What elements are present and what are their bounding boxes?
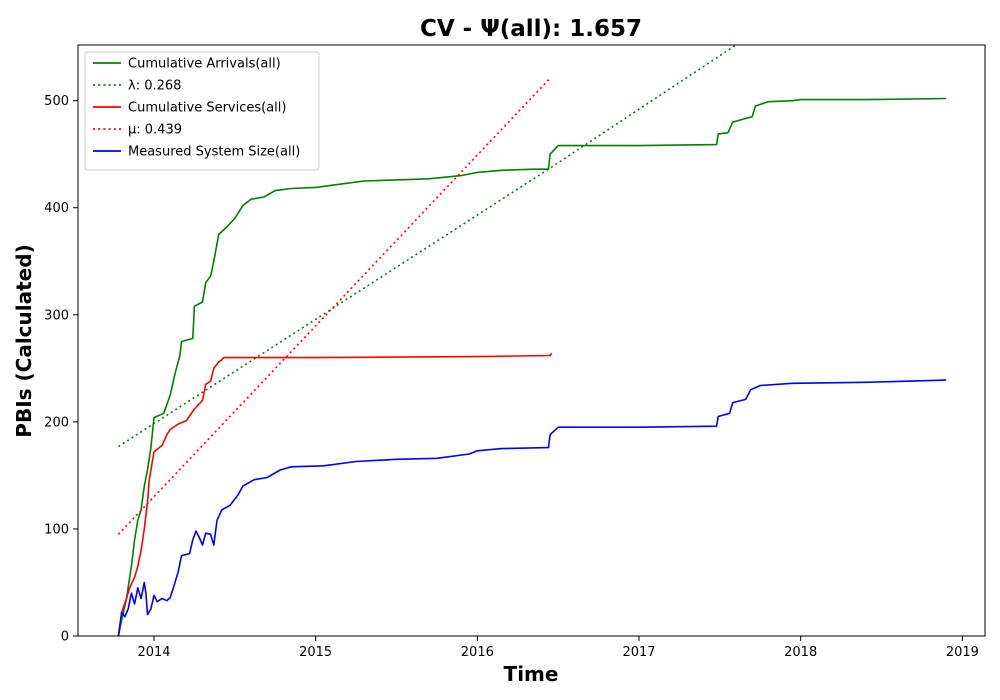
- series-line-2: [117, 45, 737, 448]
- y-tick-label: 500: [44, 94, 69, 109]
- x-axis-title: Time: [504, 662, 559, 686]
- series-layer: [117, 45, 947, 636]
- x-axis-ticks: 2014 2015 2016 2017 2018 2019: [137, 636, 979, 660]
- y-axis-title: PBIs (Calculated): [12, 244, 36, 437]
- y-axis-ticks: 0 100 200 300 400 500: [44, 94, 78, 645]
- x-tick-label: 2018: [784, 645, 817, 660]
- series-line-5: [117, 379, 947, 636]
- legend-label: μ: 0.439: [128, 123, 182, 138]
- y-tick-label: 100: [44, 522, 69, 537]
- plot-frame: [77, 44, 986, 637]
- legend-box: [84, 51, 320, 171]
- y-tick-label: 300: [44, 308, 69, 323]
- legend-label: Cumulative Arrivals(all): [128, 57, 281, 72]
- x-tick-label: 2017: [622, 645, 655, 660]
- series-line-1: [117, 97, 947, 636]
- series-line-4: [117, 77, 551, 535]
- legend-label: λ: 0.268: [128, 79, 181, 94]
- legend-label: Measured System Size(all): [128, 145, 300, 160]
- legend: Cumulative Arrivals(all) λ: 0.268 Cumulati…: [84, 51, 320, 171]
- x-tick-label: 2016: [461, 645, 494, 660]
- chart-title: CV - Ψ(all): 1.657: [420, 16, 642, 42]
- x-tick-label: 2019: [946, 645, 979, 660]
- y-tick-label: 0: [61, 630, 69, 645]
- series-line-3: [117, 352, 553, 636]
- y-tick-label: 200: [44, 415, 69, 430]
- y-tick-label: 400: [44, 201, 69, 216]
- x-tick-label: 2014: [137, 645, 170, 660]
- x-tick-label: 2015: [299, 645, 332, 660]
- legend-label: Cumulative Services(all): [128, 101, 286, 116]
